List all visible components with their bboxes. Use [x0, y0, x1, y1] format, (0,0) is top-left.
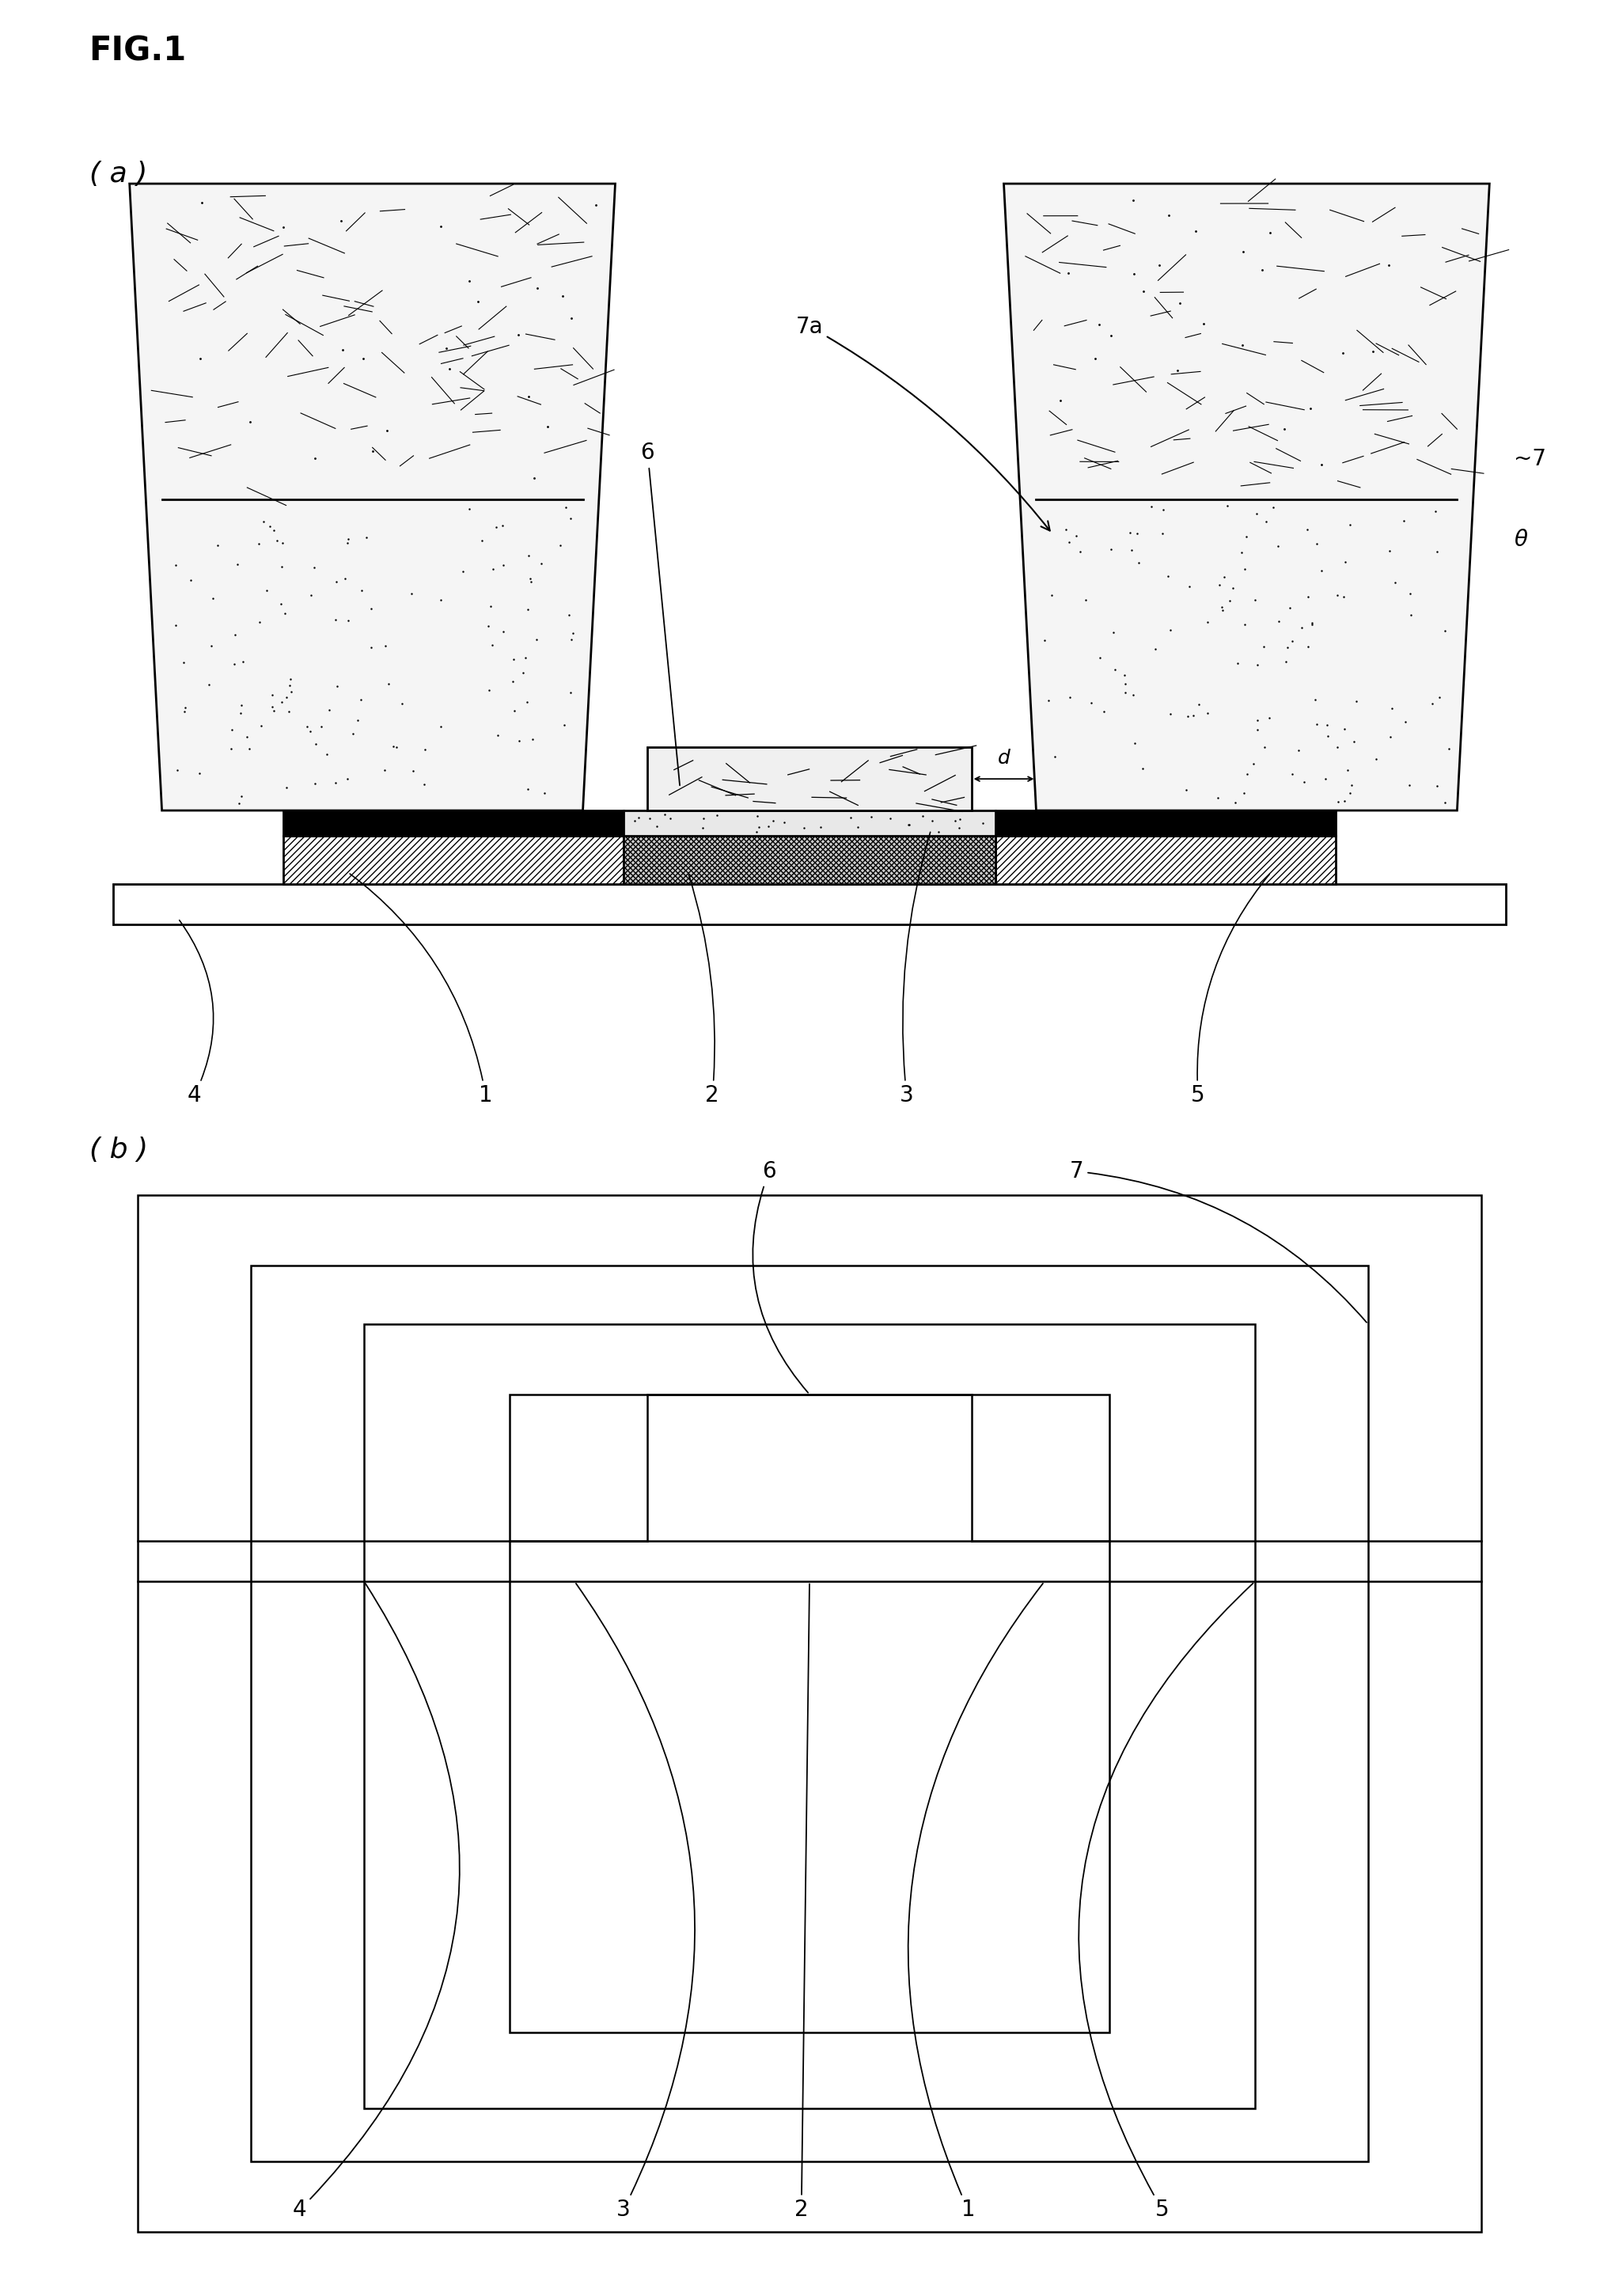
- Polygon shape: [130, 184, 615, 810]
- Polygon shape: [1004, 184, 1489, 810]
- Text: 7a: 7a: [797, 315, 1049, 530]
- Text: 4: 4: [180, 921, 214, 1107]
- Bar: [251, 1265, 1368, 2161]
- Text: $\theta$: $\theta$: [1514, 528, 1528, 551]
- Text: FIG.1: FIG.1: [89, 34, 186, 67]
- Bar: [113, 884, 1506, 923]
- Text: 2: 2: [795, 1584, 810, 2220]
- Text: ( b ): ( b ): [89, 1137, 147, 1164]
- Text: 1: 1: [350, 875, 492, 1107]
- Text: 6: 6: [641, 441, 680, 785]
- Text: 7: 7: [1070, 1159, 1366, 1322]
- Bar: [996, 836, 1336, 884]
- Text: d: d: [997, 748, 1010, 767]
- Text: ( a ): ( a ): [89, 161, 147, 188]
- Bar: [138, 1196, 1481, 2232]
- Bar: [283, 836, 623, 884]
- Text: 2: 2: [688, 875, 719, 1107]
- Bar: [283, 810, 623, 836]
- Text: 5: 5: [1192, 875, 1269, 1107]
- Bar: [623, 810, 996, 836]
- Text: 5: 5: [1078, 1584, 1253, 2220]
- Bar: [623, 836, 996, 884]
- Text: 4: 4: [293, 1584, 460, 2220]
- Text: 3: 3: [900, 831, 931, 1107]
- Bar: [364, 1325, 1255, 2108]
- Bar: [510, 1394, 1109, 2032]
- Bar: [648, 748, 971, 810]
- Text: ~7: ~7: [1514, 448, 1546, 471]
- Text: 3: 3: [576, 1584, 695, 2220]
- Text: 1: 1: [908, 1584, 1043, 2220]
- Text: 6: 6: [753, 1159, 808, 1394]
- Bar: [996, 810, 1336, 836]
